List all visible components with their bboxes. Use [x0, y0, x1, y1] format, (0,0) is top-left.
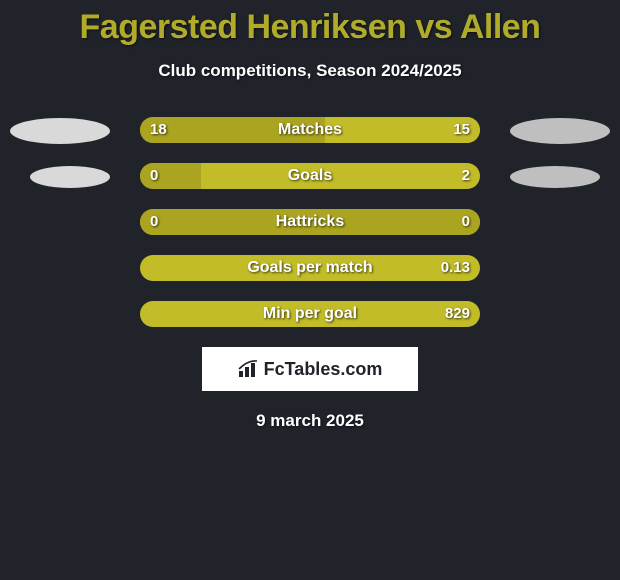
stat-bar-right: [325, 117, 480, 143]
player-left-marker: [30, 166, 110, 188]
player-left-marker: [10, 118, 110, 144]
stat-bar-track: [140, 163, 480, 189]
stat-row: Matches1815: [0, 117, 620, 145]
stat-row: Min per goal829: [0, 301, 620, 329]
stat-bar-track: [140, 301, 480, 327]
logo-box: FcTables.com: [202, 347, 418, 391]
stat-bar-left: [140, 117, 325, 143]
bar-chart-icon: [238, 359, 260, 379]
player-right-marker: [510, 166, 600, 188]
logo-text: FcTables.com: [264, 359, 383, 380]
stat-bar-left: [140, 163, 201, 189]
stat-bar-left: [140, 209, 480, 235]
stat-row: Goals02: [0, 163, 620, 191]
date-text: 9 march 2025: [0, 411, 620, 431]
stat-bar-track: [140, 209, 480, 235]
page-title: Fagersted Henriksen vs Allen: [0, 0, 620, 47]
comparison-infographic: Fagersted Henriksen vs Allen Club compet…: [0, 0, 620, 580]
stat-row: Goals per match0.13: [0, 255, 620, 283]
stats-chart: Matches1815 Goals02 Hattricks00 Goals per m…: [0, 117, 620, 329]
stat-row: Hattricks00: [0, 209, 620, 237]
subtitle: Club competitions, Season 2024/2025: [0, 61, 620, 81]
stat-bar-track: [140, 255, 480, 281]
player-right-marker: [510, 118, 610, 144]
stat-bar-track: [140, 117, 480, 143]
